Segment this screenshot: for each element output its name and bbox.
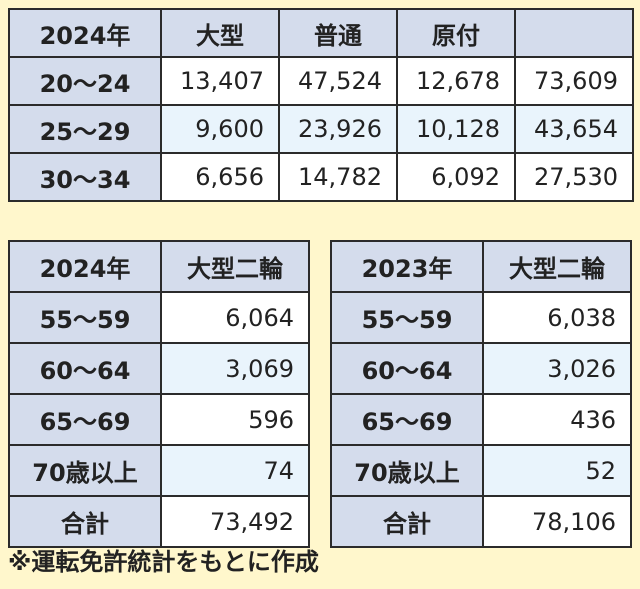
row-label: 65〜69 [8,393,162,446]
total-label: 合計 [8,495,162,548]
table-row: 60〜64 3,026 [330,342,632,395]
value-cell: 436 [482,393,632,446]
value-cell: 10,128 [396,104,516,154]
table-row: 65〜69 596 [8,393,310,446]
row-label: 25〜29 [8,104,162,154]
value-cell: 47,524 [278,56,398,106]
large-motorcycle-table-2023: 2023年 大型二輪 55〜59 6,038 60〜64 3,026 65〜69… [330,240,632,548]
table-row: 60〜64 3,069 [8,342,310,395]
large-motorcycle-table-2024: 2024年 大型二輪 55〜59 6,064 60〜64 3,069 65〜69… [8,240,310,548]
row-label: 70歳以上 [8,444,162,497]
row-label: 20〜24 [8,56,162,106]
table-row: 30〜34 6,656 14,782 6,092 27,530 [8,152,634,202]
header-cell-year: 2023年 [330,240,484,293]
value-cell: 27,530 [514,152,634,202]
value-cell: 74 [160,444,310,497]
table-row: 55〜59 6,064 [8,291,310,344]
value-cell: 3,069 [160,342,310,395]
row-label: 60〜64 [8,342,162,395]
row-label: 70歳以上 [330,444,484,497]
table-row: 20〜24 13,407 47,524 12,678 73,609 [8,56,634,106]
header-cell-blank [514,8,634,58]
row-label: 30〜34 [8,152,162,202]
value-cell: 3,026 [482,342,632,395]
header-cell-standard: 普通 [278,8,398,58]
value-cell: 596 [160,393,310,446]
table-row: 70歳以上 52 [330,444,632,497]
table-row: 70歳以上 74 [8,444,310,497]
value-cell: 14,782 [278,152,398,202]
header-cell-year: 2024年 [8,240,162,293]
value-cell: 12,678 [396,56,516,106]
source-footnote: ※運転免許統計をもとに作成 [8,548,319,576]
header-cell-year: 2024年 [8,8,162,58]
total-value: 78,106 [482,495,632,548]
total-label: 合計 [330,495,484,548]
value-cell: 73,609 [514,56,634,106]
row-label: 65〜69 [330,393,484,446]
header-cell-large-motorcycle: 大型二輪 [160,240,310,293]
value-cell: 6,656 [160,152,280,202]
value-cell: 52 [482,444,632,497]
value-cell: 6,064 [160,291,310,344]
total-value: 73,492 [160,495,310,548]
value-cell: 6,092 [396,152,516,202]
row-label: 55〜59 [330,291,484,344]
header-cell-moped: 原付 [396,8,516,58]
table-header-row: 2024年 大型二輪 [8,240,310,293]
table-header-row: 2024年 大型 普通 原付 [8,8,634,58]
table-total-row: 合計 78,106 [330,495,632,548]
table-row: 65〜69 436 [330,393,632,446]
header-cell-large: 大型 [160,8,280,58]
row-label: 55〜59 [8,291,162,344]
table-row: 55〜59 6,038 [330,291,632,344]
table-total-row: 合計 73,492 [8,495,310,548]
table-row: 25〜29 9,600 23,926 10,128 43,654 [8,104,634,154]
value-cell: 6,038 [482,291,632,344]
row-label: 60〜64 [330,342,484,395]
license-table-2024-top: 2024年 大型 普通 原付 20〜24 13,407 47,524 12,67… [8,8,634,202]
value-cell: 9,600 [160,104,280,154]
value-cell: 43,654 [514,104,634,154]
header-cell-large-motorcycle: 大型二輪 [482,240,632,293]
value-cell: 23,926 [278,104,398,154]
value-cell: 13,407 [160,56,280,106]
table-header-row: 2023年 大型二輪 [330,240,632,293]
